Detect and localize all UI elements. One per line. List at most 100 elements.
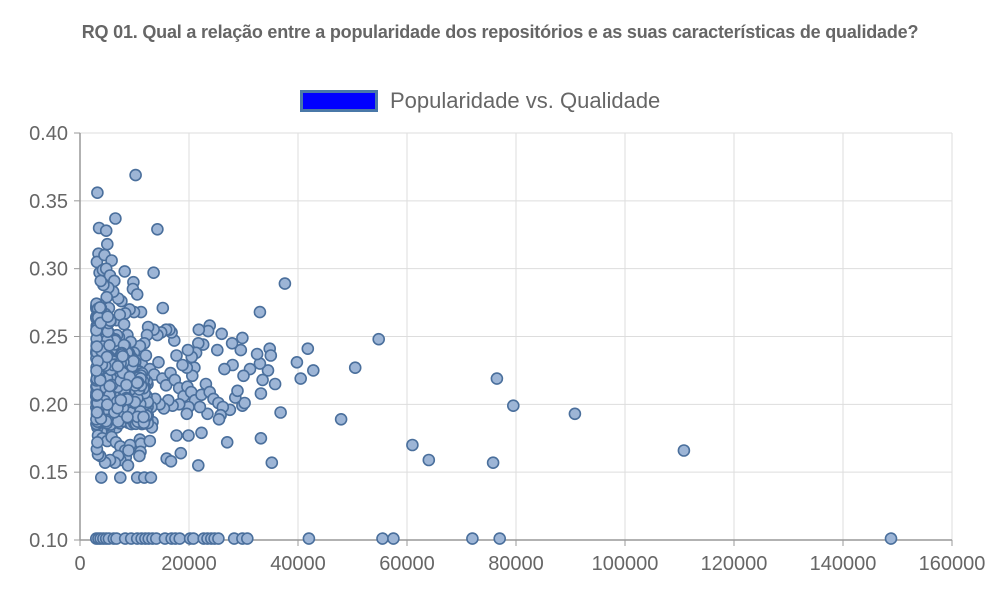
scatter-point: [278, 277, 292, 290]
scatter-point: [182, 429, 195, 442]
scatter-point: [406, 438, 419, 452]
scatter-point: [568, 407, 582, 421]
scatter-point: [486, 456, 500, 470]
scatter-point: [94, 274, 107, 288]
y-tick-label: 0.25: [29, 327, 68, 349]
y-tick-label: 0.40: [29, 123, 68, 145]
scatter-point: [348, 361, 362, 375]
scatter-point: [170, 429, 183, 442]
scatter-point: [103, 379, 116, 393]
scatter-point: [238, 396, 251, 410]
scatter-point: [99, 224, 113, 237]
y-axis-ticks: 0.10 0.15 0.20 0.25 0.30 0.35 0.40: [29, 123, 80, 552]
scatter-point: [101, 398, 114, 411]
scatter-point: [265, 456, 279, 470]
data-points: [90, 168, 898, 545]
y-tick-label: 0.20: [29, 394, 68, 416]
scatter-point: [234, 343, 248, 357]
x-tick-label: 80000: [488, 553, 544, 575]
scatter-point: [95, 471, 108, 484]
scatter-point: [490, 372, 504, 385]
scatter-point: [211, 343, 224, 357]
scatter-point: [201, 407, 214, 421]
scatter-point: [170, 349, 183, 362]
scatter-point: [156, 301, 170, 315]
scatter-point: [253, 305, 267, 319]
scatter-point: [677, 444, 691, 457]
y-tick-label: 0.35: [29, 191, 68, 213]
scatter-point: [111, 359, 125, 373]
y-tick-label: 0.10: [29, 530, 68, 552]
scatter-point: [129, 168, 142, 182]
scatter-point: [195, 426, 208, 440]
scatter-point: [187, 532, 200, 545]
scatter-point: [422, 453, 436, 467]
x-tick-label: 140000: [810, 553, 877, 575]
scatter-point: [164, 454, 178, 468]
legend[interactable]: Popularidade vs. Qualidade: [300, 86, 660, 116]
scatter-point: [144, 471, 158, 484]
scatter-point: [121, 459, 135, 472]
scatter-point: [116, 349, 129, 363]
scatter-point: [193, 400, 207, 414]
scatter-point: [117, 317, 131, 331]
scatter-point: [101, 310, 114, 324]
scatter-point: [131, 376, 144, 390]
legend-swatch: [300, 90, 378, 112]
scatter-point: [372, 332, 386, 346]
scatter-point: [133, 449, 146, 463]
scatter-point: [130, 288, 144, 301]
scatter-point: [218, 362, 231, 376]
scatter-point: [306, 364, 320, 377]
scatter-point: [376, 532, 389, 545]
scatter-point: [261, 364, 275, 377]
scatter-point: [301, 342, 315, 356]
scatter-point: [91, 388, 104, 402]
scatter-point: [225, 336, 239, 350]
scatter-point: [192, 459, 205, 472]
x-tick-label: 20000: [161, 553, 217, 575]
scatter-point: [250, 347, 264, 361]
scatter-point: [121, 410, 134, 424]
scatter-point: [231, 384, 244, 398]
scatter-point: [274, 406, 287, 419]
scatter-point: [212, 412, 226, 426]
scatter-point: [101, 237, 114, 251]
scatter-point: [90, 364, 103, 378]
scatter-point: [466, 532, 479, 545]
scatter-point: [493, 532, 507, 545]
scatter-point: [212, 532, 225, 545]
scatter-point: [90, 340, 104, 353]
x-tick-label: 160000: [919, 553, 986, 575]
scatter-point: [236, 331, 249, 345]
scatter-point: [237, 369, 250, 383]
scatter-point: [174, 446, 188, 460]
scatter-point: [215, 327, 228, 341]
scatter-point: [120, 378, 133, 392]
scatter-point: [103, 338, 116, 352]
scatter-point: [118, 265, 131, 278]
scatter-point: [334, 412, 348, 426]
scatter-point: [192, 323, 206, 337]
scatter-point: [137, 410, 150, 424]
x-axis-ticks: 0 20000 40000 60000 80000 100000 120000 140000 1…: [74, 540, 985, 575]
scatter-point: [143, 434, 157, 448]
scatter-point: [152, 355, 165, 369]
y-tick-label: 0.15: [29, 462, 68, 484]
scatter-point: [181, 343, 195, 357]
scatter-point: [290, 355, 304, 369]
x-tick-label: 120000: [701, 553, 768, 575]
scatter-point: [302, 532, 316, 545]
scatter-point: [114, 393, 128, 407]
scatter-point: [294, 372, 308, 385]
scatter-point: [241, 532, 254, 545]
scatter-point: [176, 358, 189, 372]
scatter-point: [506, 399, 520, 413]
chart-title: RQ 01. Qual a relação entre a popularida…: [81, 22, 919, 42]
scatter-point: [173, 532, 186, 545]
scatter-point: [256, 373, 269, 387]
scatter-point: [387, 532, 400, 545]
scatter-point: [109, 212, 122, 225]
x-tick-label: 40000: [270, 553, 326, 575]
